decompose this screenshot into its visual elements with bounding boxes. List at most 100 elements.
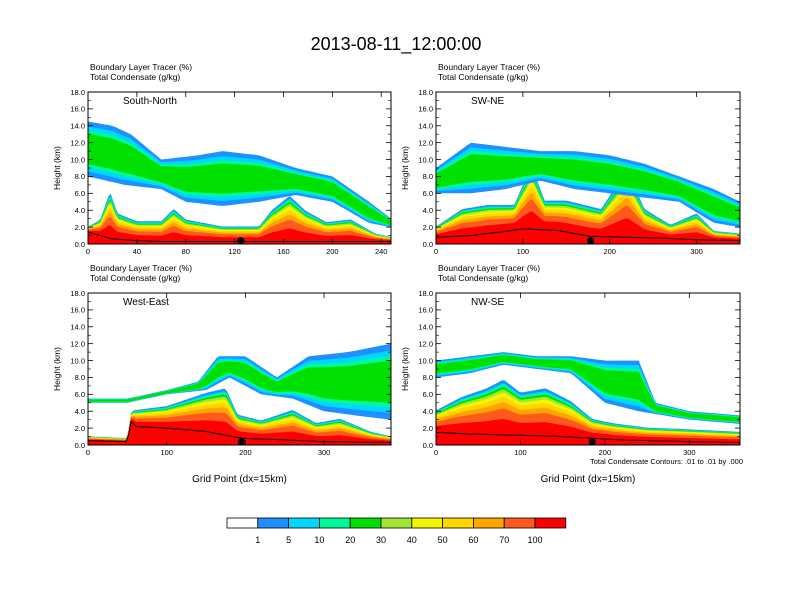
- y-tick-label: 12.0: [418, 138, 433, 147]
- colorbar-swatch: [380, 517, 413, 529]
- y-tick-label: 18.0: [70, 88, 85, 97]
- panel-label: SW-NE: [471, 96, 504, 107]
- y-tick-label: 10.0: [70, 155, 85, 164]
- y-tick-label: 8.0: [75, 373, 85, 382]
- colorbar-label: 1: [255, 535, 260, 545]
- x-tick-label: 0: [86, 448, 90, 457]
- x-tick-label: 100: [517, 247, 530, 256]
- colorbar: 1 5 10 20 30 40 50 60 70 100: [226, 517, 567, 545]
- y-tick-label: 4.0: [75, 206, 85, 215]
- y-tick-label: 8.0: [423, 172, 433, 181]
- panel-header-line: Total Condensate (g/kg): [438, 72, 528, 82]
- terrain-line: [88, 420, 391, 443]
- y-tick-label: 0.0: [423, 240, 433, 249]
- colorbar-swatch: [442, 517, 474, 529]
- x-axis-label: Grid Point (dx=15km): [192, 474, 287, 485]
- location-marker: [237, 438, 245, 446]
- colorbar-swatch: [503, 517, 536, 529]
- y-tick-label: 14.0: [70, 323, 85, 332]
- x-tick-label: 0: [86, 247, 90, 256]
- field: [436, 142, 740, 244]
- cloud-band-3: [436, 355, 740, 422]
- y-tick-label: 2.0: [75, 424, 85, 433]
- panel-nw-se: 0.0 2.0 4.0 6.0 8.0 10.0 12.0 14.0 16.0 18.0 0 100 2…: [400, 263, 741, 485]
- location-marker: [587, 237, 595, 245]
- y-tick-label: 2.0: [75, 223, 85, 232]
- y-tick-label: 18.0: [70, 289, 85, 298]
- x-tick-label: 300: [690, 247, 703, 256]
- colorbar-label: 40: [407, 535, 417, 545]
- colorbar-label: 70: [499, 535, 509, 545]
- y-tick-label: 14.0: [70, 122, 85, 131]
- colorbar-label: 20: [345, 535, 355, 545]
- location-marker: [237, 237, 245, 245]
- colorbar-swatch: [318, 517, 351, 529]
- y-tick-label: 6.0: [423, 390, 433, 399]
- x-tick-label: 300: [318, 448, 331, 457]
- panel-label: South-North: [123, 96, 177, 107]
- y-axis-label: Height (km): [52, 347, 62, 391]
- field: [88, 121, 391, 244]
- y-tick-label: 16.0: [70, 306, 85, 315]
- tracer-band-0: [88, 419, 391, 445]
- y-tick-label: 8.0: [75, 172, 85, 181]
- y-tick-label: 6.0: [75, 189, 85, 198]
- colorbar-label: 10: [314, 535, 324, 545]
- footnote: Total Condensate Contours: .01 to .01 by…: [590, 457, 743, 466]
- y-tick-label: 10.0: [418, 356, 433, 365]
- panel-header-line: Boundary Layer Tracer (%): [438, 263, 540, 273]
- y-tick-label: 16.0: [418, 306, 433, 315]
- tracer-band-0: [436, 211, 740, 244]
- panel-label: NW-SE: [471, 297, 504, 308]
- colorbar-swatch: [257, 517, 289, 529]
- panels: 0.0 2.0 4.0 6.0 8.0 10.0 12.0 14.0 16.0 18.0 0 40 80…: [52, 62, 741, 485]
- x-tick-label: 240: [375, 247, 388, 256]
- cloud-band-3: [88, 133, 391, 226]
- y-tick-label: 18.0: [418, 88, 433, 97]
- colorbar-swatch: [288, 517, 320, 529]
- colorbar-swatch: [349, 517, 382, 529]
- x-tick-label: 0: [434, 247, 438, 256]
- x-tick-label: 40: [133, 247, 141, 256]
- colorbar-swatch: [534, 517, 567, 529]
- y-tick-label: 2.0: [423, 424, 433, 433]
- y-tick-label: 6.0: [423, 189, 433, 198]
- x-tick-label: 120: [228, 247, 241, 256]
- terrain-line: [436, 228, 740, 242]
- y-tick-label: 4.0: [423, 206, 433, 215]
- y-tick-label: 0.0: [75, 240, 85, 249]
- cloud-band-3: [436, 154, 740, 222]
- y-tick-label: 10.0: [418, 155, 433, 164]
- x-tick-label: 0: [434, 448, 438, 457]
- panel-header-line: Total Condensate (g/kg): [438, 273, 528, 283]
- x-tick-label: 80: [182, 247, 190, 256]
- y-tick-label: 12.0: [70, 138, 85, 147]
- y-tick-label: 14.0: [418, 122, 433, 131]
- y-axis-label: Height (km): [52, 146, 62, 190]
- figure-title: 2013-08-11_12:00:00: [311, 34, 482, 55]
- panel-west-east: 0.0 2.0 4.0 6.0 8.0 10.0 12.0 14.0 16.0 18.0 0 100 2…: [52, 263, 392, 485]
- y-tick-label: 16.0: [418, 105, 433, 114]
- y-tick-label: 2.0: [423, 223, 433, 232]
- colorbar-label: 30: [376, 535, 386, 545]
- x-tick-label: 100: [160, 448, 173, 457]
- x-tick-label: 300: [683, 448, 696, 457]
- x-axis-label: Grid Point (dx=15km): [541, 474, 636, 485]
- y-axis-label: Height (km): [400, 146, 410, 190]
- colorbar-label: 100: [527, 535, 542, 545]
- panel-header-line: Boundary Layer Tracer (%): [90, 263, 192, 273]
- y-tick-label: 0.0: [75, 441, 85, 450]
- panel-header-line: Boundary Layer Tracer (%): [90, 62, 192, 72]
- colorbar-label: 60: [468, 535, 478, 545]
- panel-label: West-East: [123, 297, 169, 308]
- x-tick-label: 200: [599, 448, 612, 457]
- colorbar-label: 5: [286, 535, 291, 545]
- y-tick-label: 14.0: [418, 323, 433, 332]
- y-tick-label: 10.0: [70, 356, 85, 365]
- y-tick-label: 18.0: [418, 289, 433, 298]
- x-tick-label: 100: [514, 448, 527, 457]
- tracer-band-0: [88, 225, 391, 244]
- y-tick-label: 12.0: [70, 339, 85, 348]
- y-tick-label: 4.0: [75, 407, 85, 416]
- x-tick-label: 200: [603, 247, 616, 256]
